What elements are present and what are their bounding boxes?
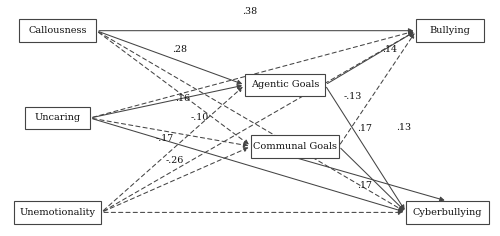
FancyBboxPatch shape	[19, 20, 96, 42]
Text: Unemotionality: Unemotionality	[20, 208, 96, 217]
Text: -.17: -.17	[156, 134, 174, 143]
FancyBboxPatch shape	[14, 201, 101, 224]
FancyBboxPatch shape	[416, 20, 484, 42]
Text: .13: .13	[396, 123, 411, 132]
Text: .28: .28	[172, 45, 188, 54]
Text: .38: .38	[242, 7, 258, 16]
Text: -.10: -.10	[191, 114, 209, 122]
Text: .16: .16	[175, 94, 190, 103]
Text: Agentic Goals: Agentic Goals	[251, 80, 319, 89]
Text: .14: .14	[382, 45, 398, 54]
FancyBboxPatch shape	[406, 201, 489, 224]
Text: Bullying: Bullying	[430, 26, 470, 35]
Text: Uncaring: Uncaring	[34, 114, 80, 122]
FancyBboxPatch shape	[245, 74, 325, 96]
Text: Communal Goals: Communal Goals	[253, 142, 337, 151]
Text: -.13: -.13	[344, 92, 361, 101]
Text: Callousness: Callousness	[28, 26, 87, 35]
Text: -.26: -.26	[166, 156, 184, 165]
FancyBboxPatch shape	[25, 107, 90, 129]
Text: .17: .17	[358, 181, 372, 190]
FancyBboxPatch shape	[251, 135, 339, 158]
Text: .17: .17	[358, 124, 372, 133]
Text: Cyberbullying: Cyberbullying	[413, 208, 482, 217]
